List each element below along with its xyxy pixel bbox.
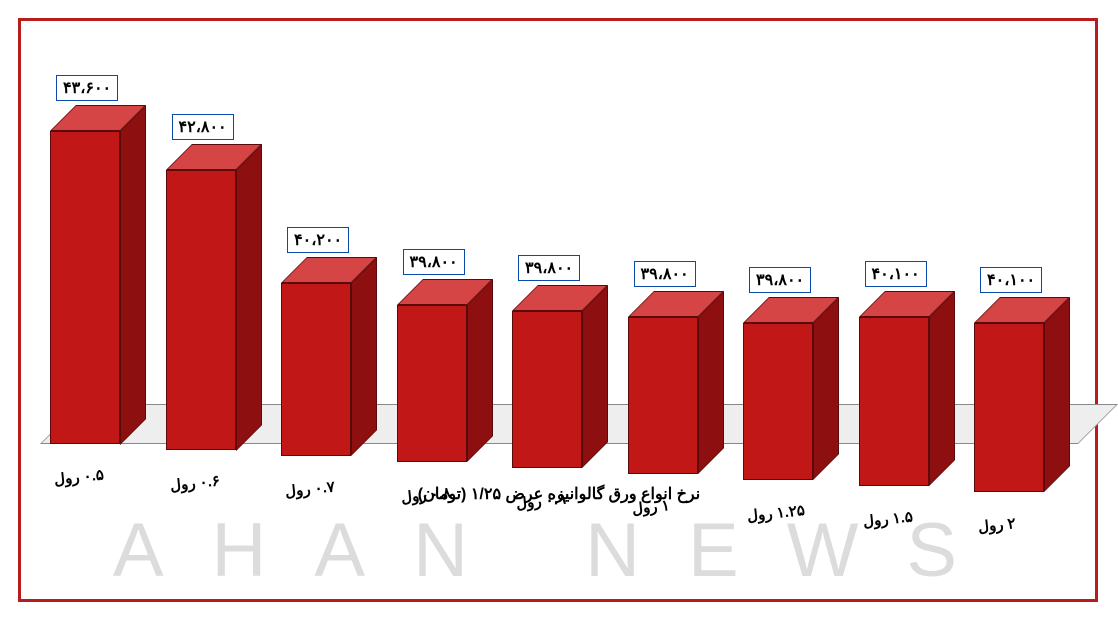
value-label: ۳۹،۸۰۰ — [403, 249, 465, 275]
value-label: ۴۰،۱۰۰ — [865, 261, 927, 287]
value-label: ۴۲،۸۰۰ — [172, 114, 234, 140]
bar-chart: ۴۳،۶۰۰۰.۵ رول۴۲،۸۰۰۰.۶ رول۴۰،۲۰۰۰.۷ رول۳… — [40, 40, 1078, 524]
bars-container: ۴۳،۶۰۰۰.۵ رول۴۲،۸۰۰۰.۶ رول۴۰،۲۰۰۰.۷ رول۳… — [40, 84, 1078, 444]
category-label: ۱.۲۵ رول — [746, 501, 805, 525]
value-label: ۳۹،۸۰۰ — [518, 255, 580, 281]
value-label: ۳۹،۸۰۰ — [634, 261, 696, 287]
value-label: ۳۹،۸۰۰ — [749, 267, 811, 293]
value-label: ۴۳،۶۰۰ — [56, 75, 118, 101]
chart-subtitle: نرخ انواع ورق گالوانیزه عرض ۱/۲۵ (تومان) — [40, 484, 1078, 504]
value-label: ۴۰،۱۰۰ — [980, 267, 1042, 293]
value-label: ۴۰،۲۰۰ — [287, 227, 349, 253]
